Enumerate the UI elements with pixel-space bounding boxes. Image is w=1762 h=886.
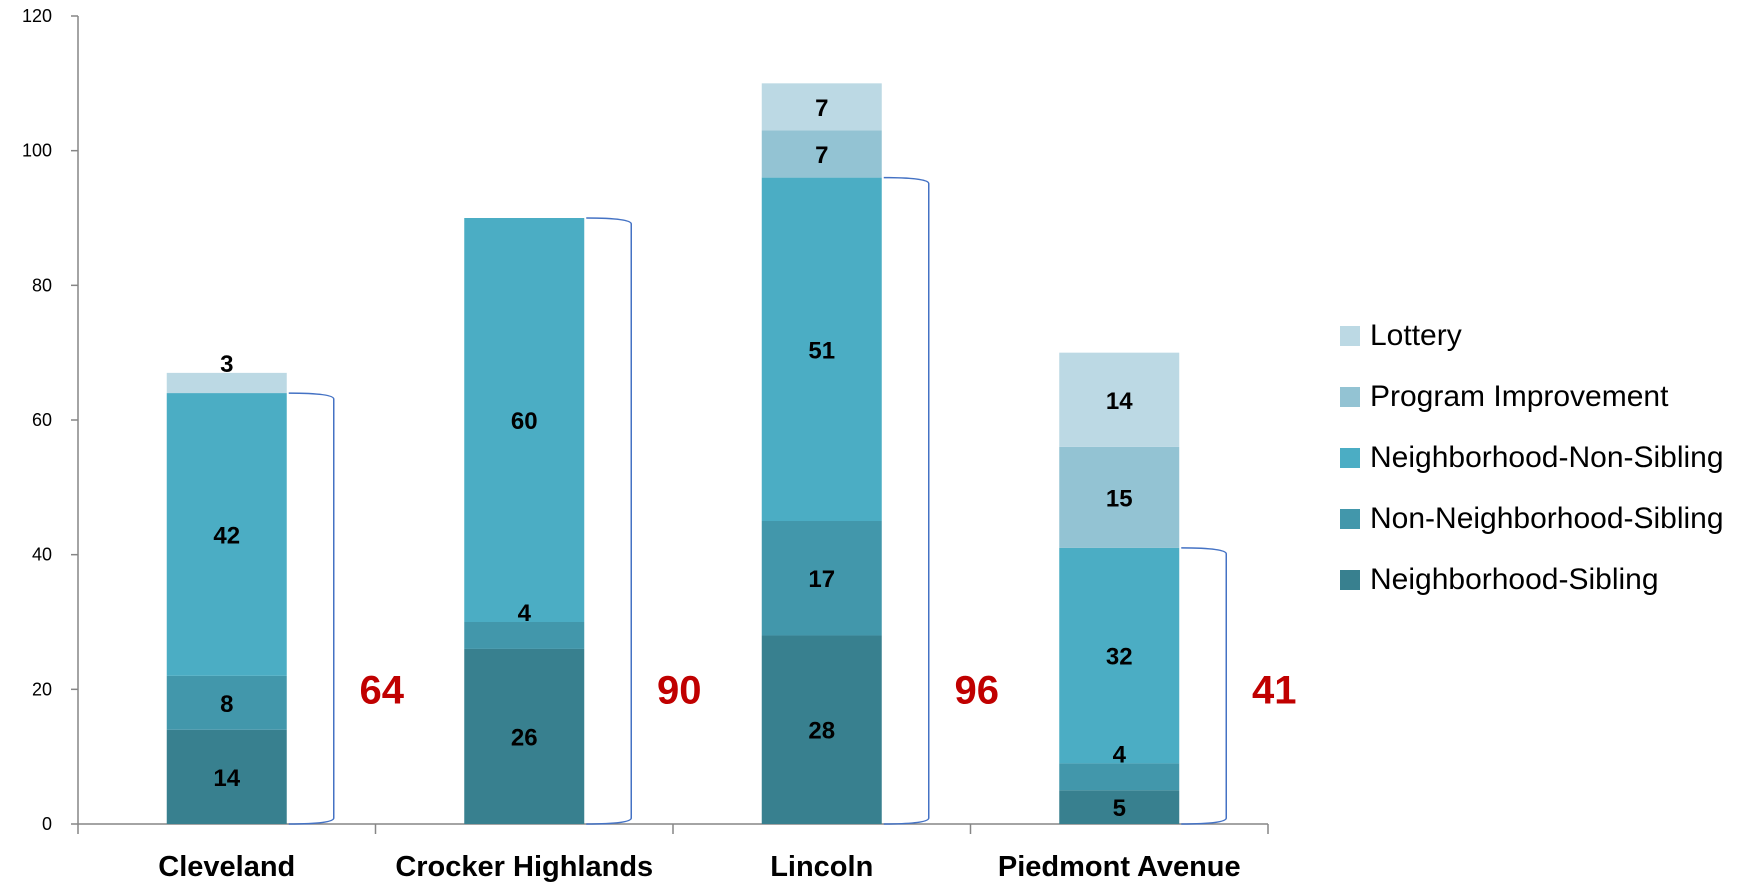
total-bracket (883, 176, 930, 825)
legend-swatch (1340, 325, 1360, 346)
y-tick-label: 0 (42, 814, 52, 834)
total-label: 90 (657, 668, 702, 712)
x-axis: Cleveland Crocker Highlands Lincoln Piedmon… (77, 823, 1269, 883)
data-label: 4 (1113, 741, 1127, 768)
total-bracket (586, 217, 632, 825)
data-label: 7 (815, 95, 828, 122)
data-label: 14 (1106, 388, 1133, 415)
y-tick-label: 40 (32, 545, 52, 565)
y-tick-label: 100 (22, 141, 52, 161)
data-label: 28 (808, 718, 835, 745)
data-label: 5 (1113, 795, 1126, 822)
legend-label: Neighborhood-Sibling (1370, 562, 1659, 596)
data-label: 3 (220, 351, 233, 378)
total-label: 41 (1252, 668, 1297, 712)
total-bracket (1181, 547, 1227, 825)
total-brackets: 64 90 96 41 (288, 176, 1297, 825)
y-tick-label: 20 (32, 679, 52, 699)
legend-label: Program Improvement (1370, 379, 1669, 413)
x-category-label: Crocker Highlands (395, 851, 653, 883)
legend-label: Lottery (1370, 318, 1462, 352)
x-category-label: Piedmont Avenue (998, 851, 1241, 883)
bar-segment (464, 648, 585, 824)
data-label: 14 (213, 765, 240, 792)
total-label: 64 (360, 668, 405, 712)
bar-stacks (166, 83, 1180, 824)
bar-segment (761, 177, 882, 521)
bar-segment (1059, 790, 1180, 824)
data-label: 42 (213, 522, 240, 549)
data-label: 7 (815, 142, 828, 169)
legend-label: Neighborhood-Non-Sibling (1370, 440, 1724, 474)
legend-swatch (1340, 569, 1360, 590)
y-tick-label: 80 (32, 275, 52, 295)
bar-segment (1059, 547, 1180, 764)
legend-label: Non-Neighborhood-Sibling (1370, 501, 1724, 535)
data-label: 8 (220, 691, 233, 718)
data-labels: 14 8 42 3 26 4 60 28 17 51 7 7 5 4 32 15 14 (213, 95, 1133, 822)
y-axis: 0 20 40 60 80 100 120 (22, 6, 79, 834)
data-label: 15 (1106, 485, 1133, 512)
bar-segment (166, 675, 287, 730)
legend-item: Non-Neighborhood-Sibling (1340, 488, 1724, 549)
x-category-label: Cleveland (158, 851, 295, 883)
data-label: 60 (511, 408, 538, 435)
y-tick-label: 60 (32, 410, 52, 430)
bar-segment (1059, 446, 1180, 548)
bar-segment (464, 218, 585, 622)
bar-segment (761, 521, 882, 636)
data-label: 51 (808, 337, 835, 364)
legend: Lottery Program Improvement Neighborhood-N… (1340, 305, 1724, 610)
y-tick-label: 120 (22, 6, 52, 26)
bar-segment (166, 372, 287, 394)
data-label: 4 (518, 600, 532, 627)
bar-segment (464, 622, 585, 649)
bar-segment (1059, 352, 1180, 447)
bar-segment (761, 130, 882, 178)
total-label: 96 (955, 668, 1000, 712)
data-label: 17 (808, 566, 835, 593)
total-bracket (288, 392, 335, 825)
data-label: 26 (511, 724, 538, 751)
legend-item: Program Improvement (1340, 366, 1724, 427)
legend-swatch (1340, 447, 1360, 468)
bar-segment (166, 393, 287, 676)
data-label: 32 (1106, 644, 1133, 671)
legend-item: Neighborhood-Sibling (1340, 549, 1724, 610)
legend-item: Neighborhood-Non-Sibling (1340, 427, 1724, 488)
bar-segment (166, 729, 287, 824)
bar-segment (761, 635, 882, 824)
bar-segment (761, 83, 882, 131)
legend-swatch (1340, 386, 1360, 407)
bar-segment (1059, 763, 1180, 791)
legend-swatch (1340, 508, 1360, 529)
x-category-label: Lincoln (770, 851, 873, 883)
legend-item: Lottery (1340, 305, 1724, 366)
